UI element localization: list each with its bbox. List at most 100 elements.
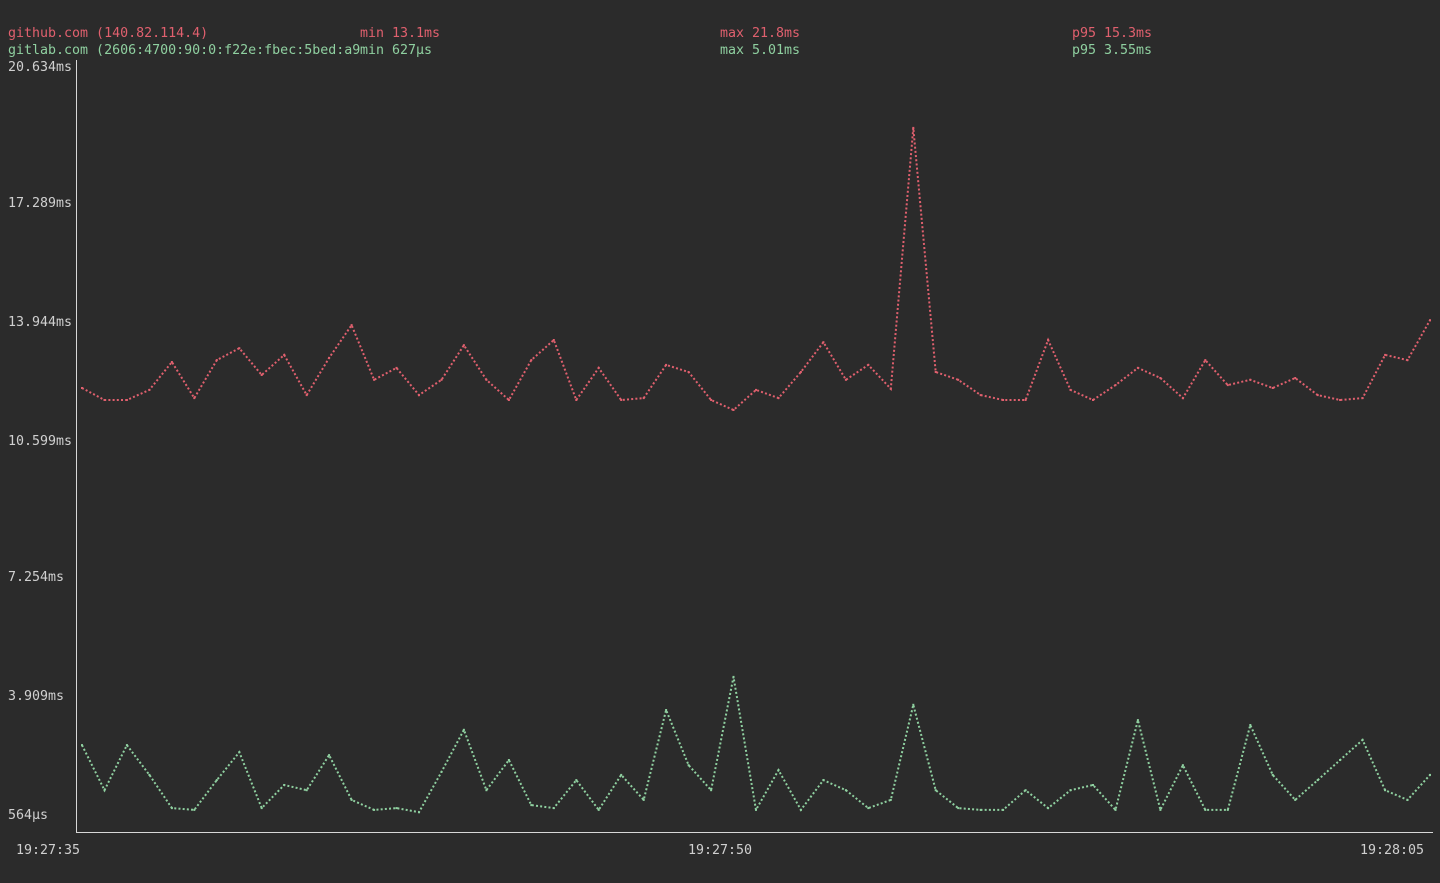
x-tick-label: 19:27:50 <box>688 843 753 858</box>
data-point <box>350 324 353 327</box>
data-point <box>238 751 241 754</box>
data-point <box>777 769 780 772</box>
data-point <box>1226 808 1229 811</box>
data-point <box>844 378 847 381</box>
data-point <box>687 764 690 767</box>
data-point <box>440 378 443 381</box>
data-point <box>575 399 578 401</box>
data-point <box>1002 808 1005 811</box>
series-line <box>81 676 1431 814</box>
data-point <box>912 126 915 129</box>
data-point <box>1047 339 1050 341</box>
data-point <box>867 807 870 810</box>
data-point <box>777 397 780 400</box>
data-point <box>934 371 937 373</box>
data-point <box>687 371 690 373</box>
data-point <box>755 808 757 811</box>
data-point <box>395 366 398 369</box>
legend-host-gitlab: gitlab.com (2606:4700:90:0:f22e:fbec:5be… <box>8 43 361 58</box>
data-point <box>125 744 128 747</box>
data-point <box>1249 378 1252 381</box>
data-point <box>215 779 218 782</box>
data-point <box>642 798 645 801</box>
data-point <box>822 341 825 344</box>
data-point <box>889 798 892 801</box>
data-point <box>1294 798 1297 801</box>
y-tick-label: 20.634ms <box>8 60 73 75</box>
data-point <box>507 399 510 401</box>
data-point <box>373 808 376 811</box>
data-point <box>418 394 420 397</box>
data-point <box>934 789 937 792</box>
data-point <box>799 808 802 811</box>
data-point <box>552 339 555 341</box>
x-tick-label: 19:27:35 <box>16 843 81 858</box>
data-point <box>350 798 353 801</box>
data-point <box>260 374 263 376</box>
data-point <box>1361 738 1364 741</box>
data-point <box>530 804 533 807</box>
data-point <box>1406 359 1409 362</box>
data-point <box>103 789 106 792</box>
y-tick-label: 3.909ms <box>8 689 65 704</box>
data-point <box>395 807 398 810</box>
data-point <box>1092 784 1094 786</box>
data-point <box>1114 808 1117 811</box>
x-tick-label: 19:28:05 <box>1360 843 1425 858</box>
data-point <box>485 789 488 792</box>
data-point <box>1159 808 1162 811</box>
data-point <box>1181 397 1184 400</box>
data-point <box>238 347 241 350</box>
data-point <box>81 387 83 389</box>
data-point <box>979 394 982 397</box>
data-point <box>844 789 847 792</box>
data-point <box>1024 789 1027 792</box>
y-tick-label: 7.254ms <box>8 570 65 585</box>
data-point <box>193 397 196 400</box>
data-point <box>822 779 825 782</box>
data-point <box>1316 779 1319 782</box>
data-point <box>530 359 533 362</box>
series-gitlab <box>81 675 1431 814</box>
data-point <box>260 807 263 810</box>
data-point <box>755 388 757 391</box>
data-point <box>1271 773 1274 776</box>
data-point <box>1294 377 1297 379</box>
data-point <box>507 759 510 761</box>
data-point <box>710 789 713 792</box>
data-point <box>1069 789 1072 792</box>
data-point <box>1249 724 1252 726</box>
data-point <box>1226 384 1229 387</box>
legend-min-github: min 13.1ms <box>360 26 441 41</box>
data-point <box>305 394 308 397</box>
data-point <box>170 807 173 810</box>
data-point <box>148 388 151 391</box>
data-point <box>642 397 645 400</box>
series-line <box>81 127 1431 412</box>
series-github <box>81 126 1431 412</box>
y-tick-label: 13.944ms <box>8 315 73 330</box>
data-point <box>1092 399 1094 401</box>
data-point <box>1136 719 1139 722</box>
data-point <box>1181 764 1184 767</box>
data-point <box>575 779 578 782</box>
legend-p95-gitlab: p95 3.55ms <box>1072 43 1153 58</box>
legend-host-github: github.com (140.82.114.4) <box>8 26 209 41</box>
data-point <box>889 387 892 390</box>
data-point <box>148 773 151 776</box>
data-point <box>1047 807 1050 810</box>
data-point <box>1429 319 1431 322</box>
data-point <box>1316 394 1319 397</box>
data-point <box>1002 399 1005 401</box>
data-point <box>979 808 982 811</box>
y-tick-label: 564µs <box>8 808 49 823</box>
data-point <box>328 356 331 359</box>
data-point <box>1204 808 1207 811</box>
data-point <box>597 808 600 811</box>
y-tick-label: 10.599ms <box>8 434 73 449</box>
data-point <box>912 703 915 706</box>
data-point <box>305 789 308 792</box>
y-tick-label: 17.289ms <box>8 196 73 211</box>
data-point <box>103 399 106 401</box>
